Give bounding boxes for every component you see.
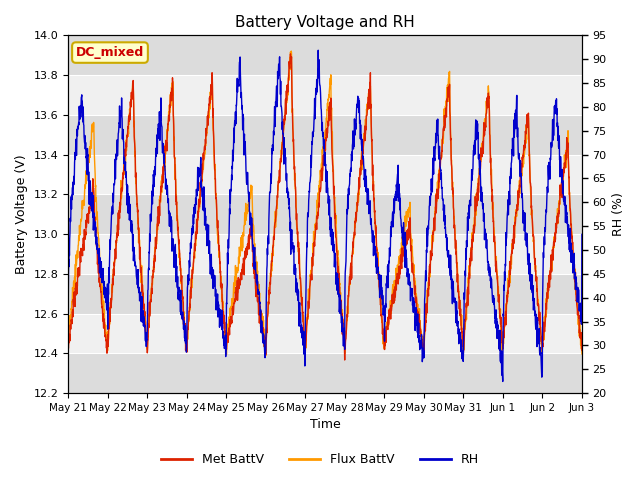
Text: DC_mixed: DC_mixed	[76, 46, 144, 59]
X-axis label: Time: Time	[310, 419, 340, 432]
Bar	[68, 234, 582, 274]
Bar	[68, 353, 582, 393]
Bar	[68, 115, 582, 155]
Bar	[68, 75, 582, 115]
Bar	[68, 194, 582, 234]
Y-axis label: Battery Voltage (V): Battery Voltage (V)	[15, 155, 28, 274]
Bar	[68, 274, 582, 313]
Legend: Met BattV, Flux BattV, RH: Met BattV, Flux BattV, RH	[156, 448, 484, 471]
Bar	[68, 313, 582, 353]
Y-axis label: RH (%): RH (%)	[612, 192, 625, 236]
Bar	[68, 155, 582, 194]
Title: Battery Voltage and RH: Battery Voltage and RH	[235, 15, 415, 30]
Bar	[68, 36, 582, 75]
